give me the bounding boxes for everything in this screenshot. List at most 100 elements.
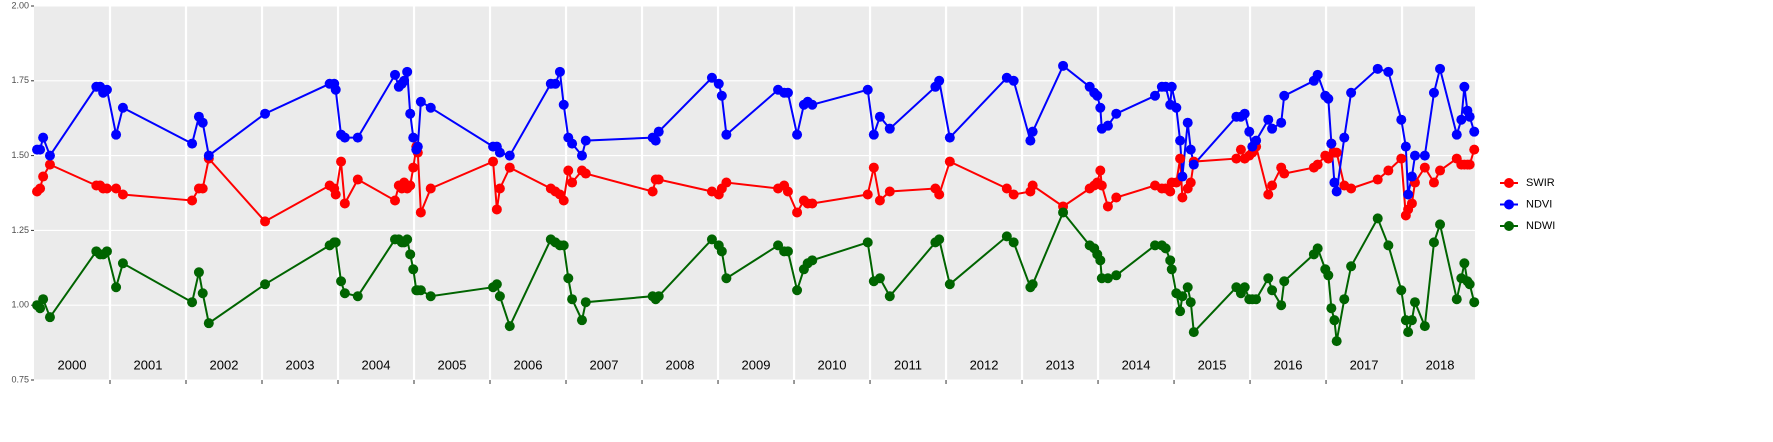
data-point xyxy=(1185,297,1196,308)
data-point xyxy=(782,87,793,98)
data-point xyxy=(260,279,271,290)
data-point xyxy=(504,150,515,161)
data-point xyxy=(111,282,122,293)
data-point xyxy=(1239,282,1250,293)
data-point xyxy=(1326,303,1337,314)
year-label: 2014 xyxy=(1122,357,1151,372)
data-point xyxy=(203,318,214,329)
data-point xyxy=(944,156,955,167)
data-point xyxy=(1001,183,1012,194)
data-point xyxy=(38,171,49,182)
data-point xyxy=(352,174,363,185)
data-point xyxy=(1459,258,1470,269)
year-label: 2015 xyxy=(1198,357,1227,372)
data-point xyxy=(563,165,574,176)
data-point xyxy=(44,150,55,161)
data-point xyxy=(580,168,591,179)
year-label: 2002 xyxy=(210,357,239,372)
data-point xyxy=(336,156,347,167)
data-point xyxy=(1372,213,1383,224)
data-point xyxy=(1400,141,1411,152)
data-point xyxy=(1008,189,1019,200)
data-point xyxy=(1008,237,1019,248)
data-point xyxy=(1267,123,1278,134)
data-point xyxy=(1419,162,1430,173)
data-point xyxy=(868,162,879,173)
data-point xyxy=(716,246,727,257)
data-point xyxy=(647,186,658,197)
data-point xyxy=(1403,189,1414,200)
data-point xyxy=(721,273,732,284)
data-point xyxy=(1456,114,1467,125)
data-point xyxy=(1451,294,1462,305)
data-point xyxy=(1092,90,1103,101)
data-point xyxy=(339,198,350,209)
data-point xyxy=(1166,81,1177,92)
data-point xyxy=(1102,120,1113,131)
data-point xyxy=(807,255,818,266)
data-point xyxy=(1403,327,1414,338)
data-point xyxy=(1346,261,1357,272)
data-point xyxy=(1182,117,1193,128)
year-label: 2017 xyxy=(1350,357,1379,372)
data-point xyxy=(1396,114,1407,125)
data-point xyxy=(1329,315,1340,326)
data-point xyxy=(101,84,112,95)
data-point xyxy=(554,66,565,77)
year-label: 2006 xyxy=(514,357,543,372)
data-point xyxy=(408,132,419,143)
data-point xyxy=(193,267,204,278)
data-point xyxy=(1231,153,1242,164)
data-point xyxy=(567,138,578,149)
legend-label: NDVI xyxy=(1526,198,1552,210)
y-tick-label: 1.00 xyxy=(11,300,29,310)
data-point xyxy=(1464,159,1475,170)
data-point xyxy=(408,264,419,275)
data-point xyxy=(862,189,873,200)
data-point xyxy=(1175,135,1186,146)
data-point xyxy=(1469,297,1480,308)
data-point xyxy=(807,99,818,110)
data-point xyxy=(1372,63,1383,74)
data-point xyxy=(1279,90,1290,101)
year-label: 2004 xyxy=(362,357,391,372)
data-point xyxy=(1263,114,1274,125)
data-point xyxy=(1464,279,1475,290)
data-point xyxy=(405,108,416,119)
legend-label: NDWI xyxy=(1526,220,1555,232)
data-point xyxy=(1008,75,1019,86)
data-point xyxy=(405,249,416,260)
data-point xyxy=(1279,276,1290,287)
data-point xyxy=(1435,63,1446,74)
data-point xyxy=(1267,285,1278,296)
data-point xyxy=(1339,132,1350,143)
data-point xyxy=(101,246,112,257)
data-point xyxy=(1235,144,1246,155)
data-point xyxy=(117,258,128,269)
data-point xyxy=(35,183,46,194)
data-point xyxy=(706,72,717,83)
data-point xyxy=(1177,291,1188,302)
data-point xyxy=(1464,111,1475,122)
data-point xyxy=(352,132,363,143)
data-point xyxy=(260,108,271,119)
data-point xyxy=(197,183,208,194)
data-point xyxy=(488,156,499,167)
data-point xyxy=(782,246,793,257)
data-point xyxy=(1251,135,1262,146)
data-point xyxy=(504,321,515,332)
data-point xyxy=(716,90,727,101)
data-point xyxy=(1267,180,1278,191)
data-point xyxy=(782,186,793,197)
year-label: 2011 xyxy=(894,357,922,372)
data-point xyxy=(1276,117,1287,128)
data-point xyxy=(884,123,895,134)
y-tick-label: 1.50 xyxy=(11,150,29,160)
data-point xyxy=(1459,81,1470,92)
data-point xyxy=(558,195,569,206)
data-point xyxy=(1428,177,1439,188)
data-point xyxy=(1312,243,1323,254)
data-point xyxy=(35,303,46,314)
